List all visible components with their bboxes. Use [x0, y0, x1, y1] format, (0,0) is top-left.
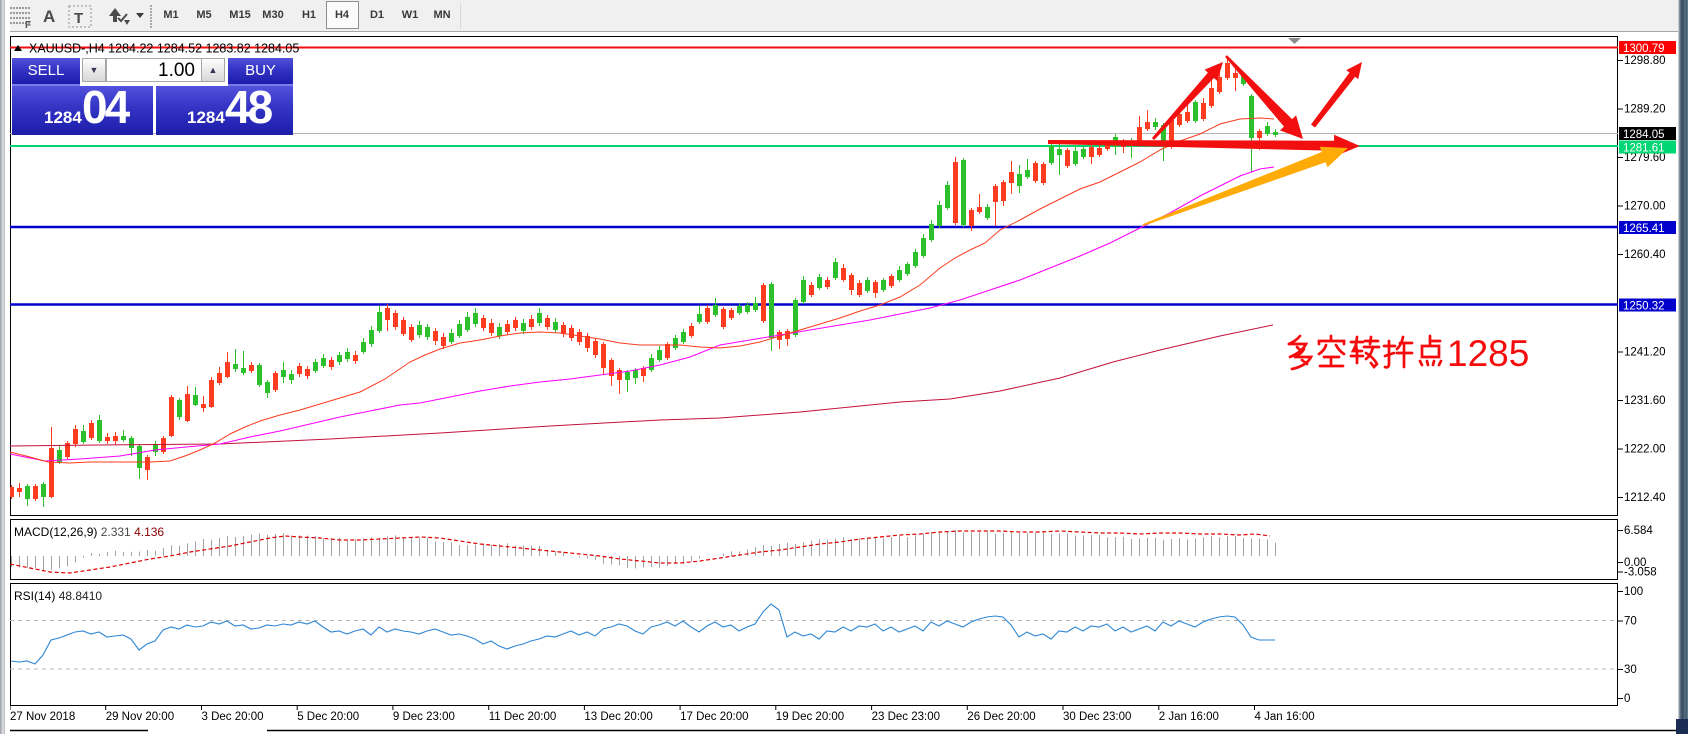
svg-text:RSI(14) 48.8410: RSI(14) 48.8410 [14, 589, 102, 603]
svg-text:1298.80: 1298.80 [1624, 55, 1666, 67]
svg-text:A: A [43, 7, 55, 26]
svg-text:6.584: 6.584 [1624, 525, 1653, 537]
svg-text:1231.60: 1231.60 [1624, 395, 1666, 407]
svg-text:19 Dec 20:00: 19 Dec 20:00 [776, 711, 844, 723]
svg-text:XAUUSD-,H4 1284.22 1284.52 12: XAUUSD-,H4 1284.22 1284.52 1283.82 1284.… [29, 42, 299, 56]
svg-text:1289.20: 1289.20 [1624, 104, 1666, 116]
svg-text:26 Dec 20:00: 26 Dec 20:00 [967, 711, 1035, 723]
svg-text:30 Dec 23:00: 30 Dec 23:00 [1063, 711, 1131, 723]
svg-text:1281.61: 1281.61 [1623, 143, 1665, 155]
svg-text:1250.32: 1250.32 [1623, 301, 1665, 313]
svg-text:F: F [25, 20, 31, 31]
svg-text:1284.05: 1284.05 [1623, 129, 1665, 141]
svg-text:1222.00: 1222.00 [1624, 444, 1666, 456]
svg-text:0.00: 0.00 [1624, 557, 1646, 569]
svg-text:1285: 1285 [1447, 333, 1529, 374]
svg-text:29 Nov 20:00: 29 Nov 20:00 [106, 711, 174, 723]
svg-text:MACD(12,26,9) 2.331 4.136: MACD(12,26,9) 2.331 4.136 [14, 525, 164, 539]
svg-text:1212.40: 1212.40 [1624, 492, 1666, 504]
svg-text:30: 30 [1624, 664, 1637, 676]
svg-text:5 Dec 20:00: 5 Dec 20:00 [297, 711, 359, 723]
svg-text:1279.60: 1279.60 [1624, 152, 1666, 164]
svg-text:11 Dec 20:00: 11 Dec 20:00 [489, 711, 557, 723]
svg-text:13 Dec 20:00: 13 Dec 20:00 [584, 711, 652, 723]
svg-text:1300.79: 1300.79 [1623, 43, 1665, 55]
svg-text:-3.058: -3.058 [1624, 567, 1657, 579]
svg-text:3 Dec 20:00: 3 Dec 20:00 [202, 711, 264, 723]
svg-text:1265.41: 1265.41 [1623, 223, 1665, 235]
svg-text:70: 70 [1624, 616, 1637, 628]
svg-text:1270.00: 1270.00 [1624, 201, 1666, 213]
svg-text:4 Jan 16:00: 4 Jan 16:00 [1255, 711, 1315, 723]
svg-text:T: T [74, 10, 83, 27]
svg-text:100: 100 [1624, 586, 1643, 598]
svg-text:23 Dec 23:00: 23 Dec 23:00 [872, 711, 940, 723]
svg-text:1260.40: 1260.40 [1624, 249, 1666, 261]
svg-text:1241.20: 1241.20 [1624, 347, 1666, 359]
svg-text:2 Jan 16:00: 2 Jan 16:00 [1159, 711, 1219, 723]
svg-text:9 Dec 23:00: 9 Dec 23:00 [393, 711, 455, 723]
svg-text:17 Dec 20:00: 17 Dec 20:00 [680, 711, 748, 723]
svg-text:0: 0 [1624, 693, 1630, 705]
svg-text:27 Nov 2018: 27 Nov 2018 [10, 711, 75, 723]
